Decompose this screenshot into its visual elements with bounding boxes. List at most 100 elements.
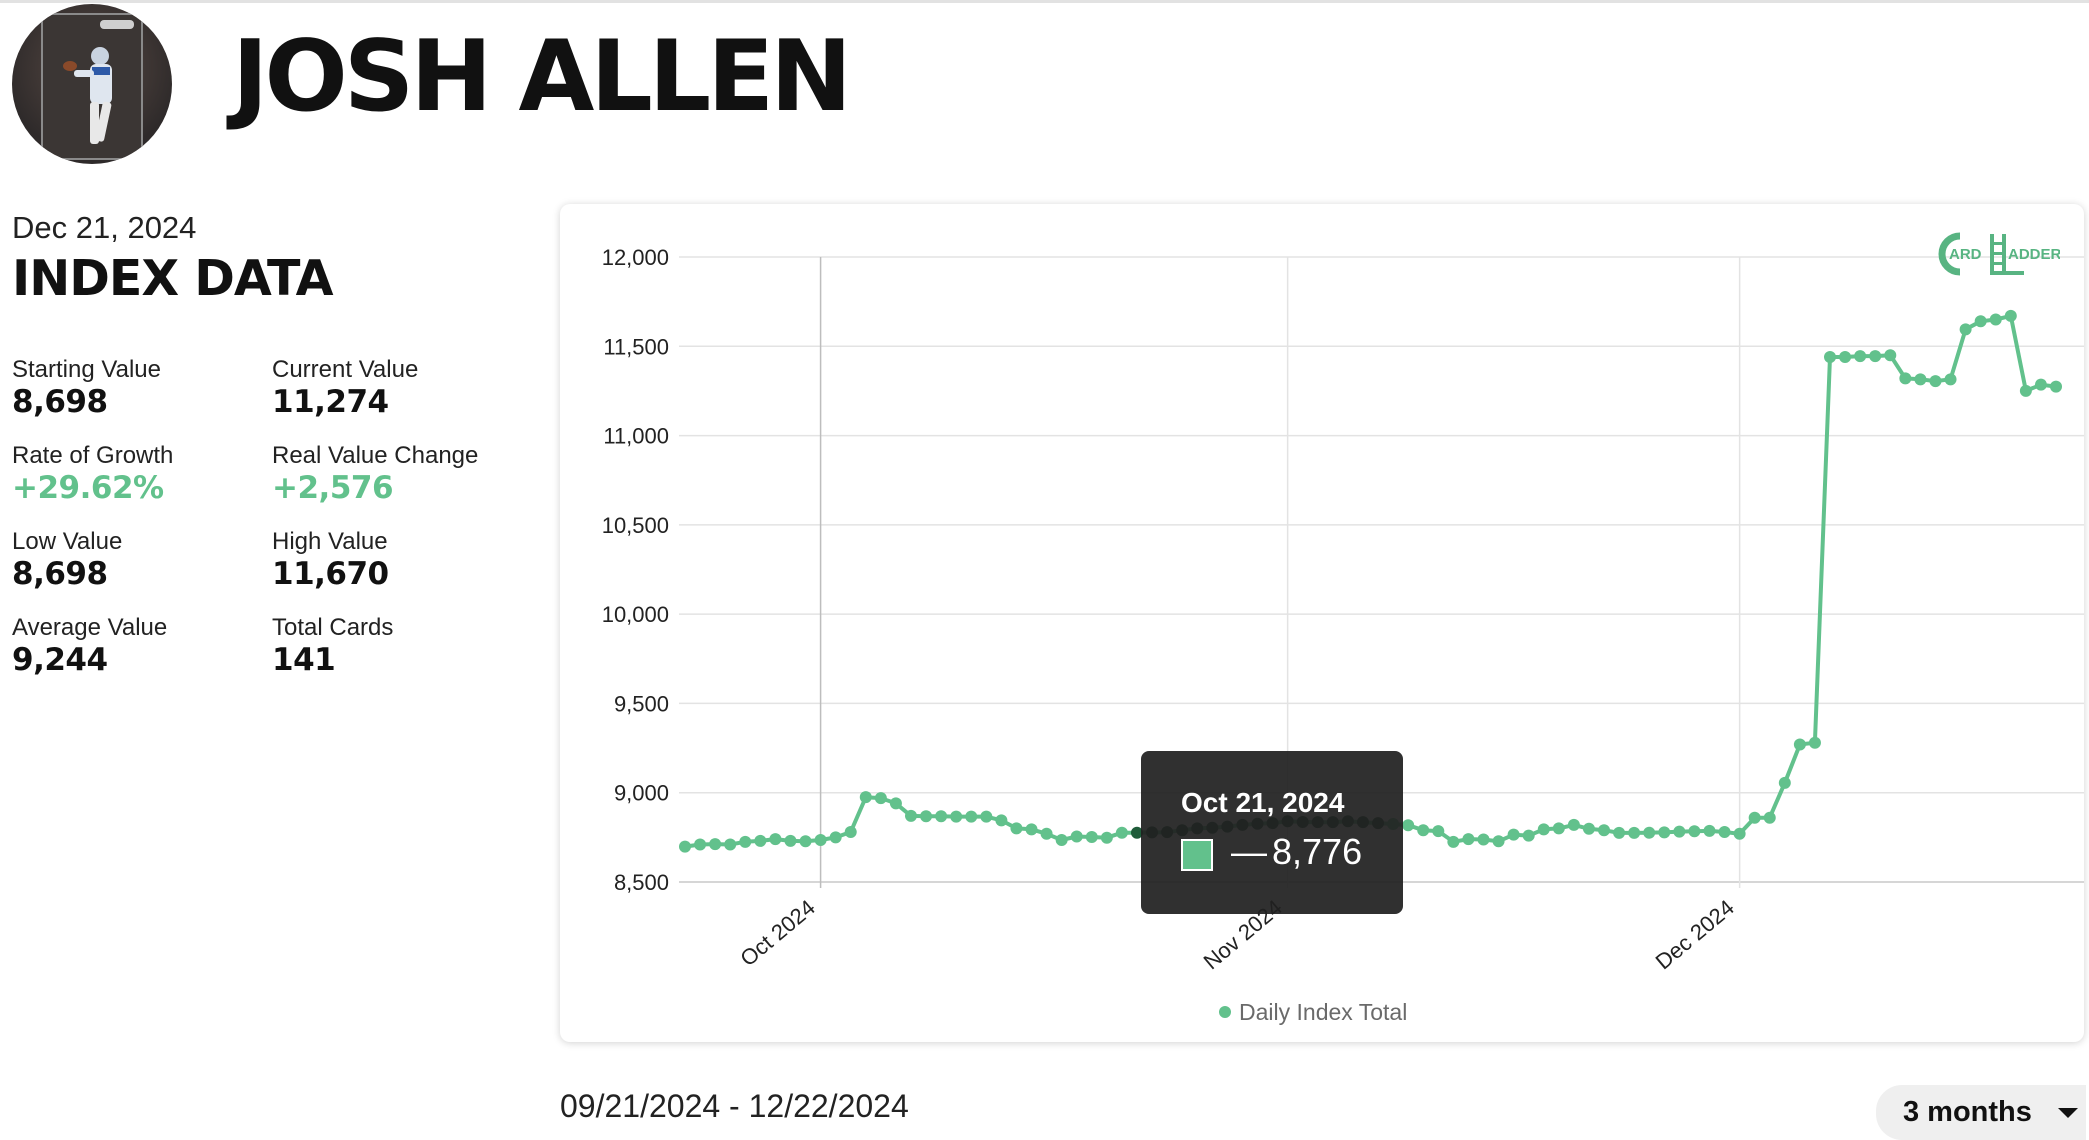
data-point [1507, 828, 1520, 841]
tooltip-date: Oct 21, 2024 [1181, 787, 1345, 818]
stat-value: 9,244 [12, 642, 108, 678]
data-point [1974, 315, 1987, 328]
data-point [754, 834, 767, 847]
data-point [814, 834, 827, 847]
data-point [1914, 373, 1927, 386]
data-point [1899, 372, 1912, 385]
data-point [1688, 825, 1701, 838]
index-line-chart[interactable]: 8,500 9,000 9,500 10,000 10,500 11,000 11,500 1… [560, 204, 2084, 1042]
data-point [1492, 835, 1505, 848]
data-point [1402, 819, 1415, 832]
stat-label: Total Cards [272, 614, 394, 641]
stat-label: Starting Value [12, 356, 161, 383]
data-point [1055, 834, 1068, 847]
data-point [995, 814, 1008, 827]
data-point [980, 810, 993, 823]
legend-marker [1219, 1006, 1231, 1018]
data-point [1748, 811, 1761, 824]
stat-real-value-change: Real Value Change +2,576 [272, 442, 522, 506]
player-avatar [12, 4, 172, 164]
data-point [2050, 380, 2062, 393]
data-point [739, 835, 752, 848]
y-tick-label: 11,000 [603, 424, 669, 449]
y-tick-label: 10,500 [602, 513, 669, 538]
index-chart-card: 8,500 9,000 9,500 10,000 10,500 11,000 11,500 1… [560, 204, 2084, 1042]
stat-rate-of-growth: Rate of Growth +29.62% [12, 442, 262, 506]
data-point [1040, 827, 1053, 840]
data-point [1462, 833, 1475, 846]
data-point [829, 831, 842, 844]
data-point [1703, 824, 1716, 837]
period-dropdown[interactable]: 3 months [1876, 1085, 2086, 1140]
stat-value: 11,274 [272, 384, 389, 420]
player-card-icon [41, 13, 143, 160]
data-point [1070, 830, 1083, 843]
tooltip-value: 8,776 [1272, 831, 1363, 872]
stat-value: 8,698 [12, 384, 108, 420]
data-point [2019, 384, 2032, 397]
y-tick-label: 8,500 [614, 870, 669, 895]
data-point [1100, 831, 1113, 844]
y-tick-label: 9,000 [614, 781, 669, 806]
data-point [1763, 811, 1776, 824]
card-ladder-logo: ARD ADDER [1930, 228, 2062, 285]
data-point [965, 810, 978, 823]
stat-value: 11,670 [272, 556, 389, 592]
data-point [1628, 826, 1641, 839]
data-point [1613, 826, 1626, 839]
stat-current-value: Current Value 11,274 [272, 356, 522, 420]
tooltip-dash: — [1231, 831, 1267, 872]
data-point [694, 838, 707, 851]
data-point [1417, 824, 1430, 837]
data-point [1884, 349, 1897, 362]
stat-value: 8,698 [12, 556, 108, 592]
data-point [1944, 373, 1957, 386]
stat-low-value: Low Value 8,698 [12, 528, 262, 592]
date-range: 09/21/2024 - 12/22/2024 [560, 1088, 909, 1124]
y-tick-label: 10,000 [602, 602, 669, 627]
data-point [799, 835, 812, 848]
y-tick-label: 11,500 [603, 334, 669, 359]
stat-total-cards: Total Cards 141 [272, 614, 522, 678]
data-point [889, 797, 902, 810]
data-point [724, 838, 737, 851]
data-point [1522, 829, 1535, 842]
data-point [1085, 831, 1098, 843]
data-point [950, 810, 963, 823]
index-date: Dec 21, 2024 [12, 210, 197, 245]
data-point [1552, 822, 1565, 835]
index-data-heading: INDEX DATA [12, 250, 334, 307]
stat-label: High Value [272, 528, 388, 555]
data-point [859, 791, 872, 804]
data-point [1869, 350, 1882, 363]
data-point [709, 838, 722, 851]
data-point [1839, 351, 1852, 363]
data-point [874, 792, 887, 805]
stat-high-value: High Value 11,670 [272, 528, 522, 592]
data-point [1929, 375, 1942, 388]
data-point [2004, 309, 2017, 322]
chart-tooltip: Oct 21, 2024 — 8,776 [1141, 751, 1403, 914]
period-label: 3 months [1903, 1096, 2032, 1128]
data-point [1598, 824, 1611, 837]
data-point [1989, 313, 2002, 326]
stat-label: Current Value [272, 356, 419, 383]
data-point [1582, 822, 1595, 835]
stat-value: +29.62% [12, 470, 164, 506]
data-point [1477, 833, 1490, 846]
card-ladder-logo-icon: ARD ADDER [1938, 232, 2062, 276]
data-point [1643, 826, 1656, 839]
data-point [1025, 823, 1038, 836]
data-point [1808, 736, 1821, 749]
data-point [844, 826, 857, 838]
data-point [1673, 825, 1686, 838]
data-point [1447, 835, 1460, 848]
stat-label: Low Value [12, 528, 123, 555]
legend-label: Daily Index Total [1239, 999, 1407, 1025]
tooltip-series-swatch [1181, 839, 1213, 871]
data-point [920, 810, 933, 823]
logo-text-left: ARD [1949, 246, 1982, 263]
data-point [1718, 826, 1731, 838]
top-divider [0, 0, 2089, 3]
stat-label: Real Value Change [272, 442, 479, 469]
